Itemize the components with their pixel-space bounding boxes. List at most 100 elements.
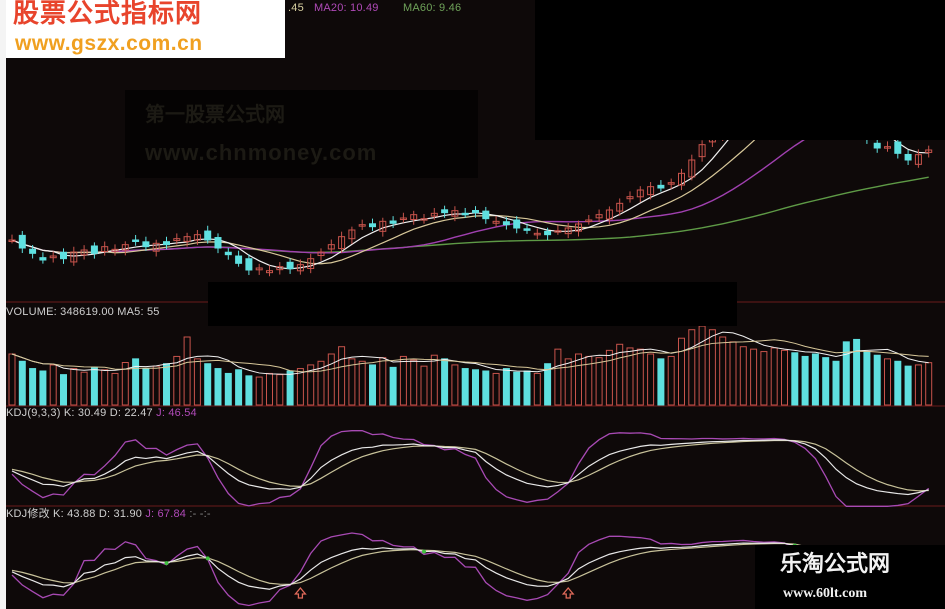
candle-body [523,228,531,231]
candle-body [410,214,418,220]
volume-bar [389,366,397,406]
kdj-mod-k-value: K: 43.88 [53,508,96,520]
volume-bar [235,369,243,406]
candle-body [585,219,593,222]
candle-body [461,212,469,216]
ma5-value: .45 [288,2,304,14]
volume-header: VOLUME: 348619.00 MA5: 55 [6,306,160,318]
volume-bar [142,368,150,406]
volume-bar [605,349,613,406]
volume-bar [667,355,675,406]
sell-signal-marker [422,549,426,554]
volume-bar [719,336,727,406]
kdj-mod-name: KDJ修改 [6,508,50,520]
volume-bar [750,348,758,406]
candle-body [626,196,634,200]
candle-body [914,154,922,165]
candle-body [296,264,304,272]
sell-signal-marker [205,556,210,561]
candle-body [214,237,222,249]
kdj-j-value: J: 46.54 [156,407,197,419]
candle-body [441,209,449,214]
candle-body [564,227,572,235]
volume-bar [410,359,418,406]
candle-body [317,251,325,257]
kdj-mod-d-value: D: 31.90 [98,508,143,520]
ma60-value: MA60: 9.46 [403,2,462,14]
volume-bar [729,341,737,406]
candle-body [379,220,387,232]
volume-bar [894,360,902,406]
volume-bar [647,353,655,406]
candle-body [420,218,428,221]
volume-bar [688,329,696,406]
volume-bar [873,354,881,406]
candle-body [492,220,500,224]
candle-body [60,251,67,260]
buy-arrow-icon [294,586,307,599]
volume-bar [791,352,799,406]
candle-body [358,224,366,227]
volume-bar [636,348,644,406]
candle-body [688,159,696,178]
volume-bar [451,364,459,406]
volume-bar [626,347,634,406]
candle-body [884,146,891,149]
volume-bar [914,364,922,406]
sell-signal-marker [164,561,169,566]
candle-body [605,209,613,220]
volume-bar [595,357,603,406]
candle-body [575,223,582,232]
candle-body [472,210,479,214]
volume-bar [420,365,428,406]
candle-body [925,149,933,153]
volume-bar [842,341,850,406]
volume-bar [224,372,232,406]
candle-body [502,221,510,226]
candle-body [90,245,98,254]
candle-body [276,266,284,271]
ma60-line [11,176,929,254]
volume-bar [461,368,469,406]
candle-body [451,210,459,217]
volume-bar [183,336,191,406]
volume-bar [348,358,356,406]
volume-bar [80,371,88,406]
candle-body [18,234,26,249]
volume-bar [338,346,346,406]
candle-body [327,244,335,250]
volume-bar [441,358,449,406]
kdj-mod-extra: :- -:- [189,508,211,520]
volume-bar [698,325,706,406]
candle-body [173,238,181,242]
volume-bar [554,348,562,406]
ma20-line [11,109,929,254]
candle-body [399,217,407,220]
candle-body [70,251,78,263]
volume-bar [801,355,809,406]
volume-bar [781,349,788,406]
volume-bar [214,368,222,406]
candle-body [554,230,562,233]
logo-gszx-title: 股票公式指标网 [13,0,203,29]
candle-body [873,142,881,149]
volume-bar [564,358,572,406]
volume-bar [49,364,57,406]
candle-body [163,241,170,246]
volume-bar [760,351,768,406]
volume-bar [523,370,531,406]
volume-bar [544,363,552,406]
candle-body [266,270,273,274]
volume-bar [60,374,67,406]
candle-body [39,257,47,261]
candle-body [657,184,665,189]
volume-bar [678,337,685,406]
volume-bar [121,362,129,406]
logo-gszx: 股票公式指标网 www.gszx.com.cn [5,0,285,58]
volume-bar [739,346,747,406]
candle-body [348,229,356,240]
candle-body [389,220,397,224]
candle-body [8,239,16,242]
candle-body [616,202,624,212]
